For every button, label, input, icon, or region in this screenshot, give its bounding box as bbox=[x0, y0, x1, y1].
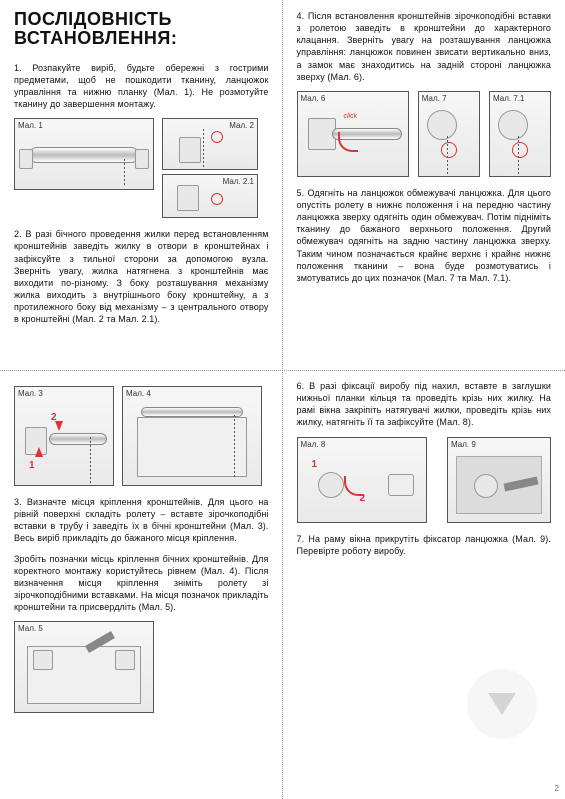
divider-horizontal bbox=[0, 370, 565, 371]
step-3b: Зробіть позначки місць кріплення бічних … bbox=[14, 553, 269, 614]
page-number: 2 bbox=[555, 784, 559, 795]
step-1: 1. Розпакуйте виріб, будьте обережні з г… bbox=[14, 62, 269, 111]
figure-label: Мал. 1 bbox=[18, 121, 43, 132]
figure-9: Мал. 9 bbox=[447, 437, 551, 523]
page-title: ПОСЛІДОВНІСТЬ ВСТАНОВЛЕННЯ: bbox=[14, 10, 269, 48]
step-4: 4. Після встановлення кронштейнів зірочк… bbox=[297, 10, 552, 83]
figure-label: Мал. 2.1 bbox=[223, 177, 254, 188]
figure-label: Мал. 2 bbox=[229, 121, 254, 132]
figure-7-1: Мал. 7.1 bbox=[489, 91, 551, 177]
figure-2: Мал. 2 bbox=[162, 118, 258, 170]
figure-label: Мал. 8 bbox=[301, 440, 326, 451]
figure-label: Мал. 3 bbox=[18, 389, 43, 400]
figure-8: Мал. 8 1 2 bbox=[297, 437, 427, 523]
fig-row-3: Мал. 3 2 1 Мал. 4 bbox=[14, 386, 269, 486]
divider-vertical bbox=[282, 0, 283, 799]
figure-label: Мал. 5 bbox=[18, 624, 43, 635]
step-5: 5. Одягніть на ланцюжок обмежувачі ланцю… bbox=[297, 187, 552, 284]
figure-4: Мал. 4 bbox=[122, 386, 262, 486]
figure-1: Мал. 1 bbox=[14, 118, 154, 190]
click-label: click bbox=[344, 112, 358, 121]
fig-row-5: Мал. 5 bbox=[14, 621, 269, 713]
step-7: 7. На раму вікна прикрутіть фіксатор лан… bbox=[297, 533, 552, 557]
figure-label: Мал. 7 bbox=[422, 94, 447, 105]
fig-row-4: Мал. 6 click Мал. 7 Мал. 7.1 bbox=[297, 91, 552, 177]
step-2: 2. В разі бічного проведення жилки перед… bbox=[14, 228, 269, 325]
quadrant-top-right: 4. Після встановлення кронштейнів зірочк… bbox=[283, 0, 565, 370]
figure-6: Мал. 6 click bbox=[297, 91, 409, 177]
quadrant-top-left: ПОСЛІДОВНІСТЬ ВСТАНОВЛЕННЯ: 1. Розпакуйт… bbox=[0, 0, 283, 370]
figure-2-1: Мал. 2.1 bbox=[162, 174, 258, 218]
watermark-icon bbox=[467, 669, 537, 739]
figure-7: Мал. 7 bbox=[418, 91, 480, 177]
figure-5: Мал. 5 bbox=[14, 621, 154, 713]
fig-row-6: Мал. 8 1 2 Мал. 9 bbox=[297, 437, 552, 523]
figure-label: Мал. 9 bbox=[451, 440, 476, 451]
figure-label: Мал. 6 bbox=[301, 94, 326, 105]
figure-3: Мал. 3 2 1 bbox=[14, 386, 114, 486]
figure-label: Мал. 4 bbox=[126, 389, 151, 400]
fig-row-1: Мал. 1 Мал. 2 Мал. 2.1 bbox=[14, 118, 269, 218]
step-3a: 3. Визначте місця кріплення кронштейнів.… bbox=[14, 496, 269, 545]
figure-label: Мал. 7.1 bbox=[493, 94, 524, 105]
step-6: 6. В разі фіксації виробу під нахил, вст… bbox=[297, 380, 552, 429]
quadrant-bottom-left: Мал. 3 2 1 Мал. 4 3. Визначте місця кріп… bbox=[0, 370, 283, 799]
quadrant-bottom-right: 6. В разі фіксації виробу під нахил, вст… bbox=[283, 370, 565, 799]
